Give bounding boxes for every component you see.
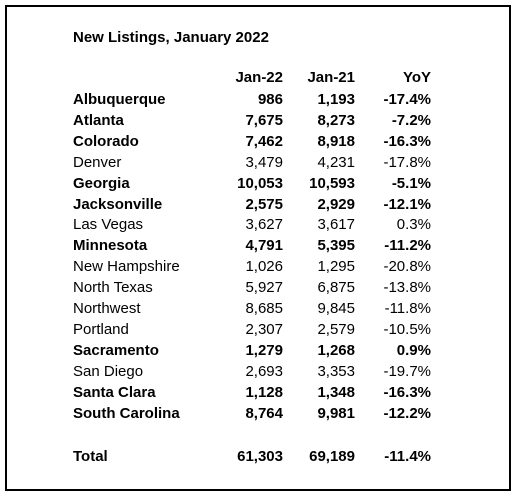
- cell: 5,395: [317, 237, 355, 255]
- cell: 10,593: [309, 174, 355, 192]
- row-label: Georgia: [73, 174, 130, 192]
- cell: 7,675: [245, 111, 283, 129]
- cell: 5,927: [245, 279, 283, 297]
- title: New Listings, January 2022: [73, 29, 269, 46]
- cell: 2,693: [245, 362, 283, 380]
- cell: -19.7%: [383, 362, 431, 380]
- column-header: Jan-21: [307, 69, 355, 86]
- cell: 3,617: [317, 216, 355, 234]
- row-label: New Hampshire: [73, 258, 180, 276]
- row-label: Albuquerque: [73, 91, 166, 108]
- table-frame: [5, 5, 511, 491]
- cell: 2,579: [317, 320, 355, 338]
- cell: 8,685: [245, 300, 283, 317]
- cell: 10,053: [237, 174, 283, 192]
- cell: 986: [257, 91, 283, 108]
- cell: 8,764: [245, 404, 283, 422]
- cell: 3,353: [317, 362, 355, 380]
- cell: 1,026: [245, 258, 283, 276]
- cell: 0.3%: [396, 216, 431, 234]
- cell: 3,479: [245, 153, 283, 171]
- cell: 4,231: [317, 153, 355, 171]
- row-label: Sacramento: [73, 341, 159, 359]
- cell: 3,627: [245, 216, 283, 234]
- row-label: Atlanta: [73, 111, 124, 129]
- column-header: YoY: [402, 69, 431, 86]
- cell: -10.5%: [383, 320, 431, 338]
- row-label: Denver: [73, 153, 122, 171]
- cell: -17.4%: [383, 91, 431, 108]
- row-label: North Texas: [73, 279, 153, 297]
- column-header: Jan-22: [235, 69, 283, 86]
- cell: 1,279: [245, 341, 283, 359]
- cell: 1,193: [317, 91, 355, 108]
- cell: 7,462: [245, 132, 283, 150]
- cell: 8,273: [317, 111, 355, 129]
- total-label: Total: [73, 448, 108, 465]
- cell: 4,791: [245, 237, 283, 255]
- row-label: Jacksonville: [73, 195, 163, 213]
- cell: 1,348: [317, 383, 355, 401]
- cell: -16.3%: [383, 132, 431, 150]
- row-label: Portland: [73, 320, 129, 338]
- row-label: San Diego: [73, 362, 144, 380]
- cell: -17.8%: [383, 153, 431, 171]
- total-cell: -11.4%: [384, 448, 431, 465]
- cell: -5.1%: [391, 174, 431, 192]
- cell: 0.9%: [396, 341, 431, 359]
- cell: -7.2%: [391, 111, 431, 129]
- cell: 6,875: [317, 279, 355, 297]
- cell: 2,929: [317, 195, 355, 213]
- cell: 1,128: [245, 383, 283, 401]
- cell: -13.8%: [383, 279, 431, 297]
- row-label: Las Vegas: [73, 216, 144, 234]
- cell: 9,981: [317, 404, 355, 422]
- total-cell: 69,189: [309, 448, 355, 465]
- row-label: Northwest: [73, 300, 141, 317]
- row-label: South Carolina: [73, 404, 180, 422]
- row-label: Colorado: [73, 132, 139, 150]
- cell: 1,268: [317, 341, 355, 359]
- total-cell: 61,303: [237, 448, 283, 465]
- cell: 9,845: [317, 300, 355, 317]
- row-label: Minnesota: [73, 237, 148, 255]
- cell: 2,307: [245, 320, 283, 338]
- cell: -20.8%: [383, 258, 431, 276]
- cell: -16.3%: [383, 383, 431, 401]
- cell: 1,295: [317, 258, 355, 276]
- cell: 8,918: [317, 132, 355, 150]
- row-label: Santa Clara: [73, 383, 156, 401]
- cell: -12.2%: [383, 404, 431, 422]
- cell: -11.2%: [384, 237, 431, 255]
- cell: -11.8%: [384, 300, 431, 317]
- cell: -12.1%: [383, 195, 431, 213]
- cell: 2,575: [245, 195, 283, 213]
